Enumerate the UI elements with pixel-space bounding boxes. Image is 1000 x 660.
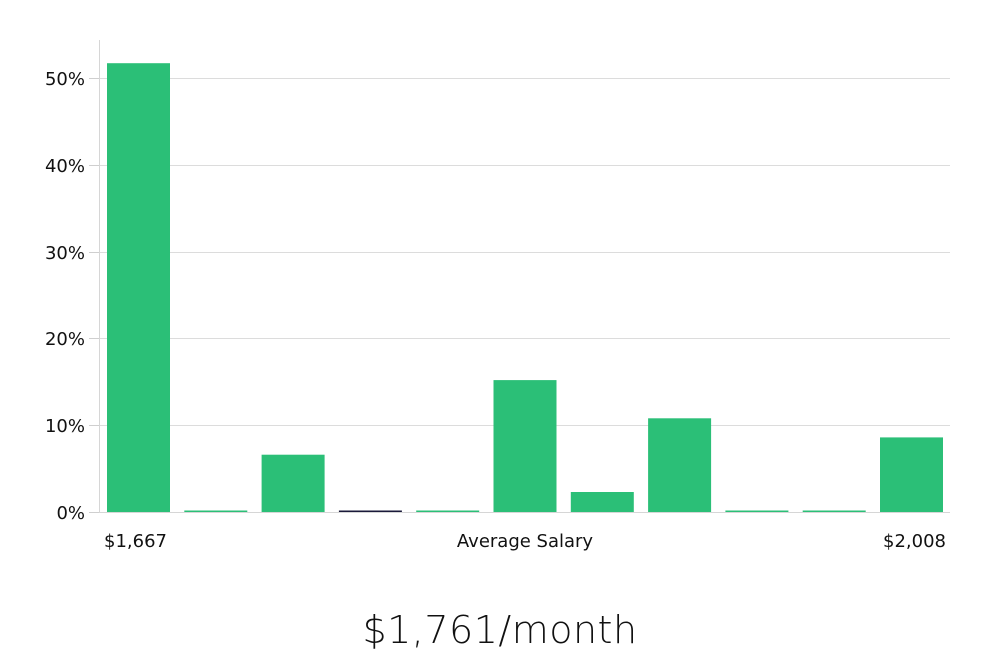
bar — [802, 510, 866, 512]
y-tick-label: 50% — [45, 69, 85, 90]
bar — [338, 510, 402, 512]
bars — [107, 63, 943, 512]
bar — [107, 63, 170, 512]
bar — [725, 510, 789, 512]
y-tick-label: 10% — [45, 416, 85, 437]
salary-distribution-chart: 0%10%20%30%40%50% $1,667 Average Salary … — [45, 40, 950, 552]
average-salary-value: $1,761/month — [362, 608, 638, 652]
y-axis-ticks: 0% 10% 20% 30% 40% 50% — [45, 69, 99, 524]
bar — [493, 380, 557, 512]
x-min-label: $1,667 — [104, 531, 167, 552]
y-tick-label: 40% — [45, 156, 85, 177]
y-tick-label: 0% — [56, 503, 85, 524]
gridlines — [99, 78, 950, 426]
y-tick-label: 30% — [45, 243, 85, 264]
y-tick-label: 20% — [45, 329, 85, 350]
x-max-label: $2,008 — [883, 531, 946, 552]
bar — [184, 510, 248, 512]
bar — [880, 437, 943, 512]
bar — [570, 492, 634, 512]
bar — [261, 454, 325, 512]
bar — [416, 510, 480, 512]
bar — [648, 418, 712, 512]
x-axis-title: Average Salary — [457, 531, 594, 552]
